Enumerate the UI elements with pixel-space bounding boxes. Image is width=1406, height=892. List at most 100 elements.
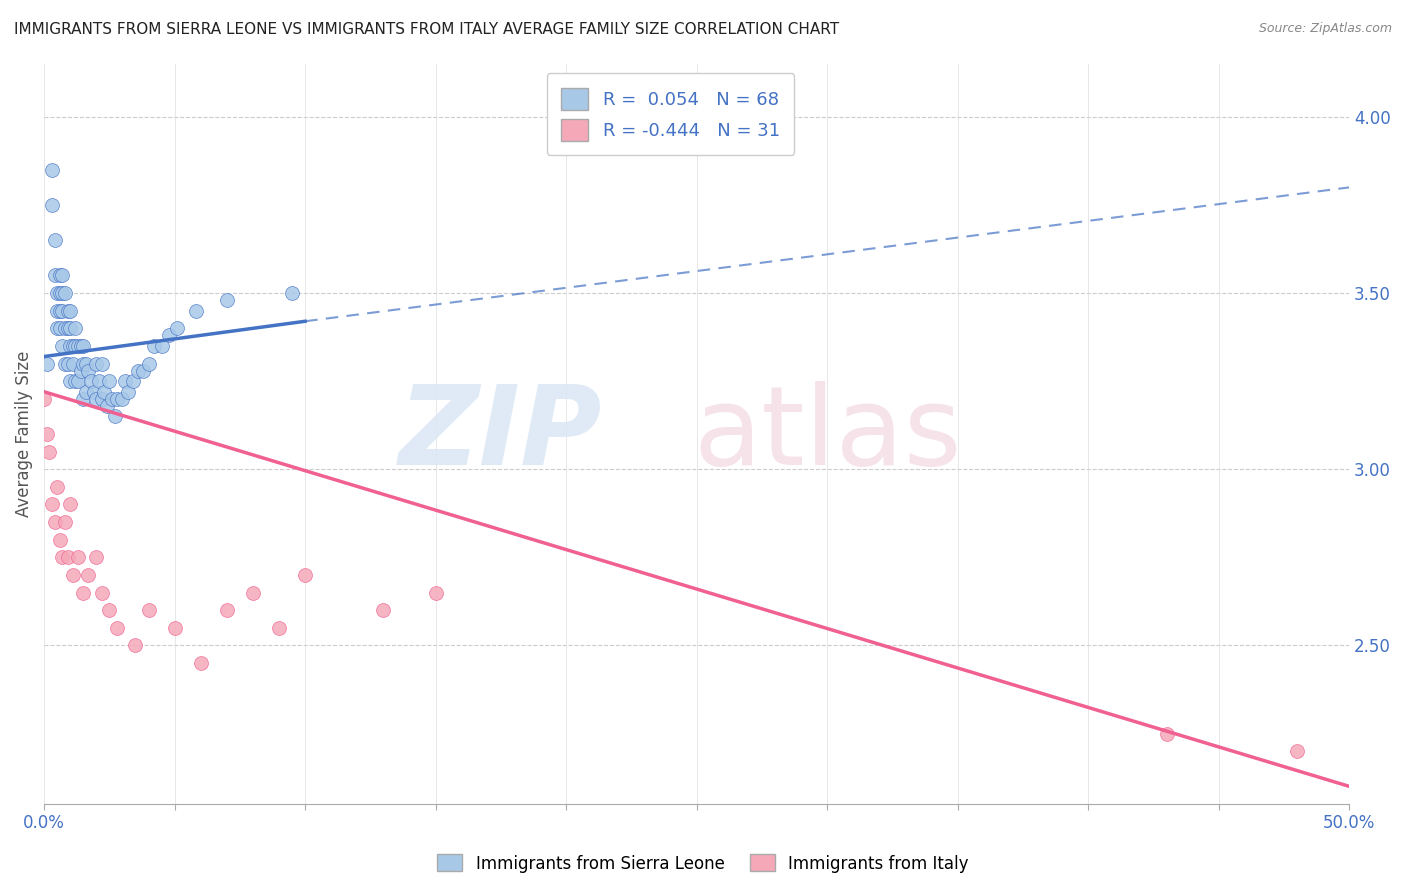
Point (90, 392, 112, 406)
Point (35, 427, 58, 442)
Point (41, 198, 63, 212)
Point (101, 392, 124, 406)
Legend: R =  0.054   N = 68, R = -0.444   N = 31: R = 0.054 N = 68, R = -0.444 N = 31 (547, 73, 794, 155)
Point (166, 321, 188, 335)
Point (157, 328, 180, 343)
Point (117, 384, 139, 399)
Point (35, 357, 58, 371)
Point (67, 550, 90, 565)
Point (127, 363, 149, 377)
Point (53, 515, 76, 529)
Point (65, 321, 87, 335)
Point (294, 568, 316, 582)
Point (163, 621, 186, 635)
Point (77, 568, 100, 582)
Point (38, 444, 60, 458)
Text: atlas: atlas (693, 381, 962, 488)
Point (86, 357, 108, 371)
Point (65, 374, 87, 388)
Point (46, 286, 69, 301)
Point (46, 303, 69, 318)
Point (72, 585, 94, 599)
Point (105, 392, 128, 406)
Point (75, 384, 97, 399)
Point (242, 585, 264, 599)
Point (75, 357, 97, 371)
Point (96, 399, 118, 413)
Point (138, 357, 160, 371)
Point (49, 303, 72, 318)
Point (56, 303, 79, 318)
Point (49, 286, 72, 301)
Point (72, 357, 94, 371)
Point (80, 374, 103, 388)
Point (49, 533, 72, 547)
Text: IMMIGRANTS FROM SIERRA LEONE VS IMMIGRANTS FROM ITALY AVERAGE FAMILY SIZE CORREL: IMMIGRANTS FROM SIERRA LEONE VS IMMIGRAN… (14, 22, 839, 37)
Point (46, 480, 69, 494)
Point (98, 374, 121, 388)
Y-axis label: Average Family Size: Average Family Size (15, 351, 32, 517)
Legend: Immigrants from Sierra Leone, Immigrants from Italy: Immigrants from Sierra Leone, Immigrants… (430, 847, 976, 880)
Point (138, 603, 160, 617)
Point (132, 363, 155, 377)
Point (51, 268, 73, 283)
Point (59, 339, 82, 353)
Point (62, 339, 84, 353)
Text: Source: ZipAtlas.com: Source: ZipAtlas.com (1258, 22, 1392, 36)
Point (72, 339, 94, 353)
Point (59, 303, 82, 318)
Point (425, 585, 447, 599)
Point (150, 339, 173, 353)
Point (49, 321, 72, 335)
Point (44, 268, 66, 283)
Point (1156, 726, 1178, 740)
Point (49, 268, 72, 283)
Point (215, 293, 238, 307)
Point (46, 321, 69, 335)
Point (32, 392, 55, 406)
Point (56, 321, 79, 335)
Point (51, 286, 73, 301)
Point (124, 639, 146, 653)
Point (41, 162, 63, 177)
Point (104, 409, 127, 424)
Point (51, 550, 73, 565)
Point (142, 339, 165, 353)
Point (51, 339, 73, 353)
Text: ZIP: ZIP (399, 381, 603, 488)
Point (90, 585, 112, 599)
Point (65, 339, 87, 353)
Point (373, 603, 395, 617)
Point (53, 321, 76, 335)
Point (62, 568, 84, 582)
Point (59, 498, 82, 512)
Point (59, 374, 82, 388)
Point (53, 357, 76, 371)
Point (1286, 744, 1309, 758)
Point (41, 498, 63, 512)
Point (86, 392, 108, 406)
Point (69, 339, 91, 353)
Point (56, 550, 79, 565)
Point (72, 392, 94, 406)
Point (93, 384, 115, 399)
Point (62, 357, 84, 371)
Point (77, 363, 100, 377)
Point (114, 374, 136, 388)
Point (111, 392, 134, 406)
Point (67, 374, 90, 388)
Point (59, 321, 82, 335)
Point (86, 550, 108, 565)
Point (51, 303, 73, 318)
Point (44, 515, 66, 529)
Point (121, 374, 143, 388)
Point (105, 621, 128, 635)
Point (44, 233, 66, 247)
Point (184, 303, 207, 318)
Point (53, 286, 76, 301)
Point (267, 621, 290, 635)
Point (83, 384, 105, 399)
Point (215, 603, 238, 617)
Point (87, 374, 110, 388)
Point (67, 339, 90, 353)
